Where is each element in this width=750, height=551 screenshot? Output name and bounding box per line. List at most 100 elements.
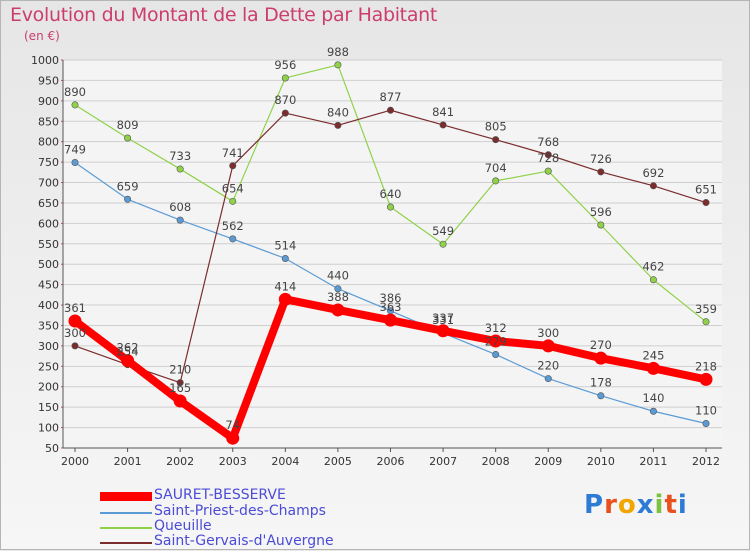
x-tick-label: 2004	[271, 455, 299, 468]
data-point-queuille	[597, 221, 605, 229]
y-tick-label: 300	[38, 340, 59, 353]
x-tick-label: 2001	[114, 455, 142, 468]
data-point-queuille	[229, 197, 237, 205]
x-tick-label: 2000	[61, 455, 89, 468]
chart-title: Evolution du Montant de la Dette par Hab…	[10, 4, 438, 26]
y-tick-label: 700	[38, 177, 59, 190]
data-point-saint-priest	[281, 254, 289, 262]
data-label-sauret-besserve: 270	[590, 338, 612, 352]
data-point-saint-priest	[229, 235, 237, 243]
y-tick-label: 400	[38, 299, 59, 312]
data-label-sauret-besserve: 414	[274, 279, 296, 293]
x-tick-label: 2002	[166, 455, 194, 468]
data-point-saint-gervais	[386, 106, 394, 114]
data-label-sauret-besserve: 74	[225, 418, 240, 432]
data-point-saint-gervais	[492, 136, 500, 144]
data-label-saint-priest: 140	[642, 391, 664, 405]
y-tick-label: 600	[38, 217, 59, 230]
data-label-queuille: 462	[642, 260, 664, 274]
data-point-queuille	[544, 167, 552, 175]
data-label-saint-priest: 659	[117, 179, 139, 193]
data-point-queuille	[492, 177, 500, 185]
data-point-queuille	[702, 318, 710, 326]
y-tick-label: 750	[38, 156, 59, 169]
logo-letter: i	[677, 490, 688, 520]
x-tick-label: 2008	[482, 455, 510, 468]
data-label-queuille: 596	[590, 205, 612, 219]
data-label-sauret-besserve: 312	[485, 321, 507, 335]
data-label-sauret-besserve: 245	[642, 348, 664, 362]
legend-item-saint-gervais: Saint-Gervais-d'Auvergne	[100, 533, 500, 551]
data-point-sauret-besserve	[699, 372, 713, 386]
legend-swatch-sauret-besserve	[100, 492, 152, 501]
data-point-saint-gervais	[544, 151, 552, 159]
data-label-saint-gervais: 870	[274, 93, 296, 107]
x-tick-label: 2005	[324, 455, 352, 468]
data-label-saint-gervais: 210	[169, 363, 191, 377]
data-point-queuille	[71, 101, 79, 109]
data-point-saint-gervais	[649, 182, 657, 190]
x-tick-label: 2009	[534, 455, 562, 468]
data-point-saint-priest	[71, 159, 79, 167]
data-label-saint-gervais: 300	[64, 326, 86, 340]
legend-swatch-queuille	[100, 527, 152, 529]
data-label-saint-gervais: 254	[117, 345, 139, 359]
data-point-saint-gervais	[439, 121, 447, 129]
data-point-sauret-besserve	[278, 292, 292, 306]
data-label-sauret-besserve: 363	[380, 300, 402, 314]
data-point-saint-gervais	[71, 342, 79, 350]
y-tick-label: 850	[38, 115, 59, 128]
x-tick-label: 2010	[587, 455, 615, 468]
legend-item-saint-priest: Saint-Priest-des-Champs	[100, 503, 500, 521]
data-point-saint-gervais	[281, 109, 289, 117]
logo-letter: i	[654, 490, 665, 520]
x-tick-label: 2012	[692, 455, 720, 468]
data-label-saint-gervais: 805	[485, 120, 507, 134]
data-label-sauret-besserve: 300	[537, 326, 559, 340]
data-label-sauret-besserve: 218	[695, 359, 717, 373]
data-label-saint-priest: 562	[222, 219, 244, 233]
plot-area	[63, 60, 722, 448]
data-point-saint-gervais	[702, 199, 710, 207]
data-label-saint-gervais: 877	[380, 90, 402, 104]
y-tick-label: 150	[38, 401, 59, 414]
legend-label-sauret-besserve: SAURET-BESSERVE	[154, 487, 286, 503]
logo-letter: t	[664, 490, 678, 520]
data-label-saint-priest: 220	[537, 359, 559, 373]
y-tick-label: 50	[45, 442, 59, 455]
data-label-saint-priest: 440	[327, 269, 349, 283]
x-tick-label: 2003	[219, 455, 247, 468]
y-tick-label: 350	[38, 319, 59, 332]
data-point-saint-priest	[597, 392, 605, 400]
x-tick-label: 2007	[429, 455, 457, 468]
data-label-queuille: 359	[695, 302, 717, 316]
legend-label-saint-gervais: Saint-Gervais-d'Auvergne	[154, 533, 334, 549]
data-label-queuille: 733	[169, 149, 191, 163]
data-point-sauret-besserve	[226, 431, 240, 445]
data-point-queuille	[176, 165, 184, 173]
data-label-saint-priest: 110	[695, 403, 717, 417]
data-label-queuille: 988	[327, 45, 349, 59]
data-point-queuille	[386, 203, 394, 211]
data-label-saint-gervais: 726	[590, 152, 612, 166]
data-label-queuille: 704	[485, 161, 507, 175]
data-point-sauret-besserve	[331, 303, 345, 317]
data-point-saint-priest	[334, 285, 342, 293]
data-label-saint-priest: 514	[274, 238, 296, 252]
data-point-sauret-besserve	[436, 324, 450, 338]
logo-letter: x	[636, 490, 655, 520]
data-label-saint-gervais: 841	[432, 105, 454, 119]
y-tick-label: 650	[38, 197, 59, 210]
data-label-saint-priest: 386	[380, 291, 402, 305]
y-tick-label: 500	[38, 258, 59, 271]
data-label-saint-priest: 279	[485, 334, 507, 348]
x-tick-label: 2011	[639, 455, 667, 468]
legend-swatch-saint-priest	[100, 512, 152, 514]
data-label-queuille: 890	[64, 85, 86, 99]
data-point-sauret-besserve	[68, 314, 82, 328]
data-point-saint-priest	[176, 216, 184, 224]
data-label-queuille: 809	[117, 118, 139, 132]
data-point-queuille	[334, 61, 342, 69]
data-point-saint-priest	[702, 419, 710, 427]
data-label-sauret-besserve: 361	[64, 301, 86, 315]
